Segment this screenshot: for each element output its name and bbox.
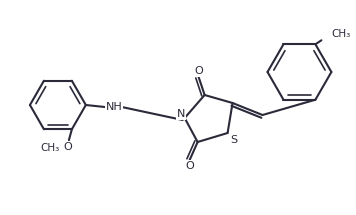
Text: N: N <box>177 109 185 119</box>
Text: O: O <box>185 161 194 171</box>
Text: O: O <box>194 66 203 76</box>
Text: CH₃: CH₃ <box>331 29 351 39</box>
Text: CH₃: CH₃ <box>40 143 59 153</box>
Text: NH: NH <box>105 102 122 112</box>
Text: S: S <box>230 135 237 145</box>
Text: O: O <box>63 142 72 152</box>
